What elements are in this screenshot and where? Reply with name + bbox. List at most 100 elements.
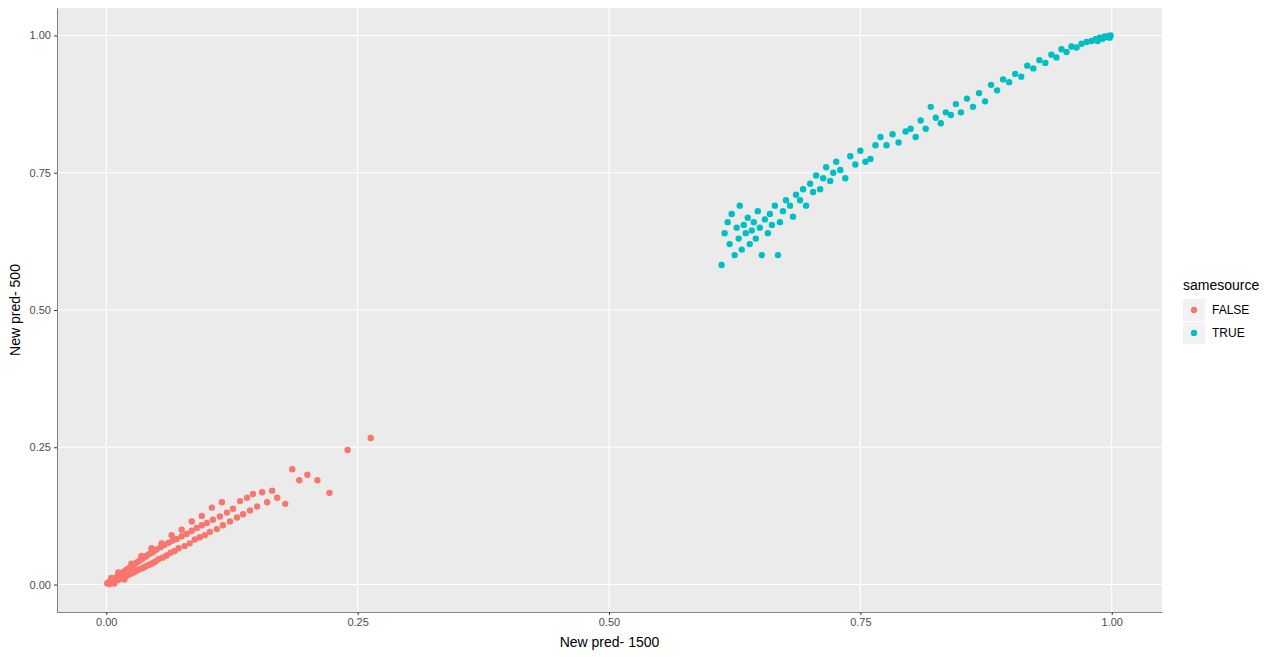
tick-label: 1.00	[30, 29, 51, 41]
point	[259, 489, 265, 495]
y-axis: 0.000.250.500.751.00	[30, 9, 58, 613]
tick-label: 1.00	[1102, 616, 1123, 628]
legend-marker	[1191, 330, 1197, 336]
point	[780, 208, 786, 214]
point	[158, 540, 164, 546]
point	[857, 148, 863, 154]
point	[938, 120, 944, 126]
tick-label: 0.25	[30, 441, 51, 453]
point	[830, 170, 836, 176]
point	[210, 517, 216, 523]
point	[762, 216, 768, 222]
tick-mark	[54, 173, 57, 174]
point	[803, 202, 809, 208]
legend-marker	[1191, 307, 1197, 313]
tick-label: 0.75	[850, 616, 871, 628]
point	[982, 98, 988, 104]
tick: 0.75	[30, 167, 57, 179]
point	[739, 246, 745, 252]
point	[1094, 38, 1100, 44]
point	[889, 131, 895, 137]
point	[793, 191, 799, 197]
legend: samesourceFALSETRUE	[1183, 277, 1259, 344]
point	[948, 112, 954, 118]
point	[1053, 54, 1059, 60]
axis-line	[58, 612, 1163, 613]
point	[872, 142, 878, 148]
tick-label: 0.00	[96, 616, 117, 628]
point	[827, 178, 833, 184]
tick: 0.75	[850, 612, 871, 628]
tick: 0.50	[599, 612, 620, 628]
tick-mark	[54, 35, 57, 36]
point	[745, 215, 751, 221]
point	[304, 472, 310, 478]
point	[741, 222, 747, 228]
tick-mark	[1112, 612, 1113, 615]
point	[240, 511, 246, 517]
point	[237, 498, 243, 504]
point	[737, 202, 743, 208]
point	[755, 208, 761, 214]
point	[326, 490, 332, 496]
point	[726, 241, 732, 247]
legend-title: samesource	[1183, 277, 1259, 293]
point	[108, 575, 114, 581]
point	[1000, 76, 1006, 82]
grid-line	[57, 172, 1162, 173]
point	[274, 495, 280, 501]
point	[797, 197, 803, 203]
point	[168, 532, 174, 538]
tick-mark	[54, 447, 57, 448]
point	[970, 104, 976, 110]
point	[988, 82, 994, 88]
point	[189, 518, 195, 524]
point	[733, 224, 739, 230]
point	[731, 252, 737, 258]
tick-mark	[609, 612, 610, 615]
point	[757, 224, 763, 230]
point	[749, 227, 755, 233]
plot-background	[57, 8, 1162, 612]
point	[269, 487, 275, 493]
point	[912, 134, 918, 140]
point	[148, 545, 154, 551]
point	[769, 222, 775, 228]
tick-mark	[54, 310, 57, 311]
point	[1108, 32, 1114, 38]
point	[199, 513, 205, 519]
point	[775, 252, 781, 258]
point	[138, 553, 144, 559]
point	[115, 569, 121, 575]
x-axis: 0.00 0.25 0.50 0.75 1.00	[58, 612, 1163, 628]
point	[178, 526, 184, 532]
tick-mark	[54, 585, 57, 586]
point	[1042, 60, 1048, 66]
point	[777, 219, 783, 225]
point	[230, 506, 236, 512]
point	[282, 501, 288, 507]
point	[895, 139, 901, 145]
point	[753, 235, 759, 241]
point	[994, 87, 1000, 93]
point	[721, 230, 727, 236]
tick: 0.25	[347, 612, 368, 628]
point	[765, 230, 771, 236]
tick-label: 0.25	[347, 616, 368, 628]
legend-key	[1183, 299, 1205, 321]
tick-label: 0.50	[599, 616, 620, 628]
point	[247, 507, 253, 513]
point	[254, 503, 260, 509]
tick-mark	[358, 612, 359, 615]
point	[718, 262, 724, 268]
point	[842, 175, 848, 181]
point	[747, 241, 753, 247]
tick-label: 0.75	[30, 167, 51, 179]
point	[224, 509, 230, 515]
point	[121, 576, 127, 582]
point	[344, 447, 350, 453]
point	[790, 213, 796, 219]
point	[244, 495, 250, 501]
point	[1006, 79, 1012, 85]
point	[743, 230, 749, 236]
